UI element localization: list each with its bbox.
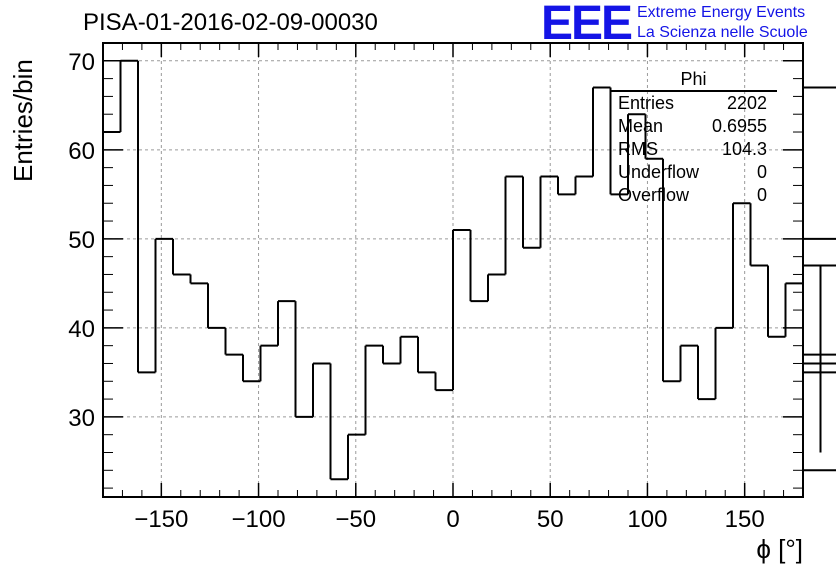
histogram-bin [294, 301, 313, 418]
x-tick-label: 100 [627, 506, 667, 533]
y-tick-label: 40 [68, 316, 95, 343]
histogram-bin [784, 282, 803, 337]
histogram-bin [259, 344, 278, 382]
histogram-bin [189, 274, 208, 285]
histogram-bin [224, 327, 243, 356]
stats-value: 104.3 [721, 139, 767, 159]
stats-value: 0.6955 [711, 116, 767, 136]
histogram-bin [277, 300, 296, 346]
histogram-bin [803, 362, 836, 365]
y-axis-label: Entries/bin [8, 59, 38, 182]
histogram-bin [732, 202, 751, 328]
stats-value: 2202 [726, 93, 767, 113]
histogram-bin [803, 264, 822, 453]
x-tick-label: 150 [725, 506, 765, 533]
histogram-bin [539, 175, 558, 248]
histogram-bin [697, 345, 716, 401]
stats-row: Entries 2202 [610, 92, 777, 115]
histogram-bin [487, 273, 506, 302]
histogram-bin [469, 229, 488, 303]
logo-caption: Extreme Energy Events La Scienza nelle S… [637, 3, 808, 43]
stats-label: Entries [618, 93, 675, 113]
y-tick-label: 70 [68, 49, 95, 76]
histogram-bin [102, 131, 121, 497]
histogram-bin [137, 60, 156, 374]
histogram-bin [452, 228, 471, 391]
histogram-bin [522, 176, 541, 249]
histogram-bin [803, 371, 836, 374]
plot-frame [102, 42, 804, 498]
stats-name: Phi [610, 68, 777, 92]
y-tick-label: 30 [68, 405, 95, 432]
histogram-bin [329, 363, 348, 481]
stats-box: Phi Entries 2202 Mean 0.6955 RMS 104.3 U… [610, 68, 777, 207]
stats-label: Mean [618, 116, 664, 136]
histogram-bin [119, 59, 138, 133]
stats-row: Overflow 0 [610, 184, 777, 207]
x-tick-label: −50 [335, 506, 376, 533]
stats-row: Mean 0.6955 [610, 115, 777, 138]
histogram-bin [627, 113, 646, 195]
y-tick-label: 50 [68, 227, 95, 254]
histogram-bin [803, 86, 836, 89]
x-tick-label: −100 [232, 506, 286, 533]
x-tick-label: −150 [134, 506, 188, 533]
histogram-bin [154, 237, 173, 373]
stats-row: Underflow 0 [610, 161, 777, 184]
histogram-bin [767, 265, 786, 338]
logo-line-1: Extreme Energy Events [637, 4, 806, 21]
stats-label: Underflow [618, 162, 700, 182]
histogram-bin [434, 372, 453, 392]
logo-line-2: La Scienza nelle Scuole [637, 24, 808, 41]
histogram-bin [557, 176, 576, 196]
tick-labels: −150 −100 −50 0 50 100 150 30 40 50 60 70 [68, 49, 764, 533]
stats-label: Overflow [618, 185, 690, 205]
histogram-bin [347, 433, 366, 480]
histogram-bin [242, 354, 261, 383]
histogram-bin [803, 237, 836, 240]
histogram-bin [592, 86, 611, 177]
histogram-bin [417, 336, 436, 374]
histogram-bin [382, 345, 401, 365]
chart-title: PISA-01-2016-02-09-00030 [83, 9, 378, 36]
grid-lines [103, 43, 803, 497]
histogram-bin [679, 344, 698, 382]
histogram-bin [803, 353, 836, 356]
histogram-bin [172, 238, 191, 276]
histogram-bin [207, 283, 226, 329]
x-axis-label: ϕ [°] [756, 534, 803, 564]
histogram-bin [574, 175, 593, 195]
histogram-bin [803, 469, 836, 472]
histogram-bin [749, 203, 768, 267]
stats-label: RMS [618, 139, 658, 159]
stats-value: 0 [756, 185, 767, 205]
x-tick-label: 50 [537, 506, 564, 533]
histogram-bin [644, 114, 663, 160]
x-tick-label: 0 [446, 506, 459, 533]
histogram-bin [609, 87, 628, 196]
y-tick-label: 60 [68, 138, 95, 165]
histogram-bin [312, 362, 331, 417]
histogram-bin [364, 344, 383, 435]
eee-logo: EEE [541, 0, 633, 50]
histogram-bin [714, 326, 733, 400]
histogram-bin [399, 335, 418, 364]
stats-row: RMS 104.3 [610, 138, 777, 161]
histogram-bin [504, 175, 523, 275]
histogram-bin [662, 158, 681, 383]
stats-value: 0 [756, 162, 767, 182]
